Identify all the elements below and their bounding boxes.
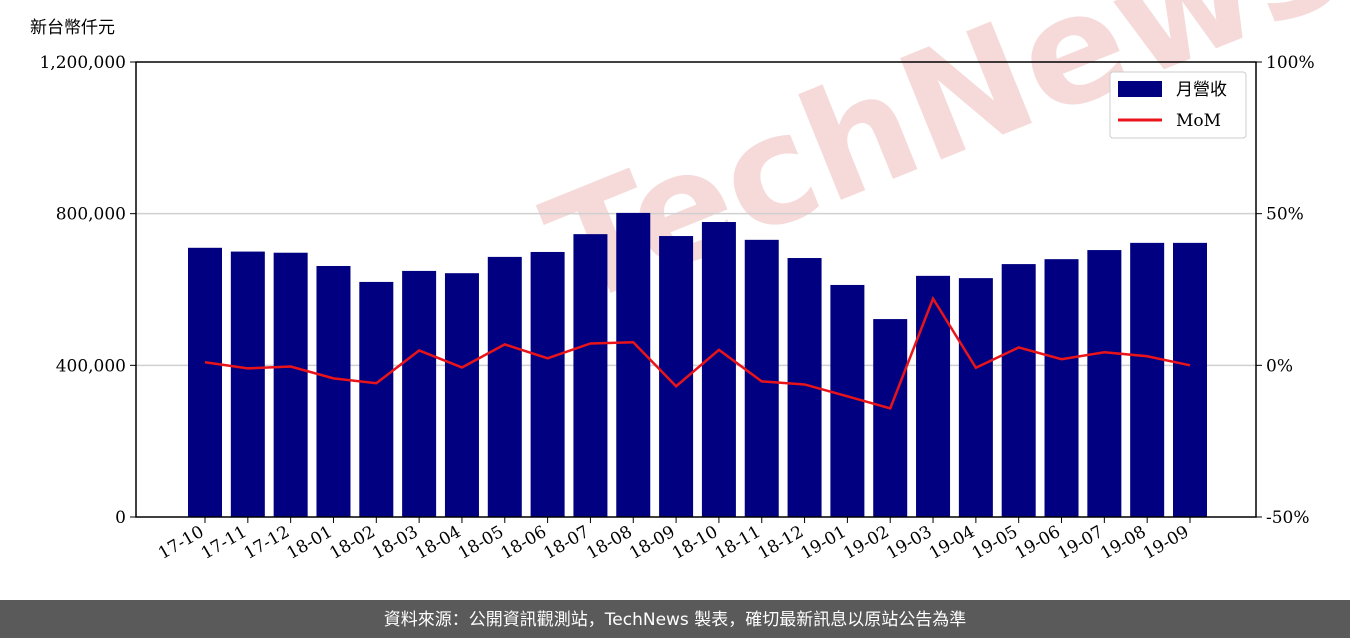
x-tick-label: 19-05 <box>969 522 1021 564</box>
bar <box>744 239 779 517</box>
y-unit-label: 新台幣仟元 <box>30 18 115 38</box>
y-tick-label: 0 <box>115 508 126 528</box>
bar <box>701 222 736 517</box>
x-tick-label: 18-03 <box>369 522 421 564</box>
x-tick-label: 18-09 <box>626 522 678 564</box>
y2-tick-label: 50% <box>1266 205 1304 225</box>
x-tick-label: 18-12 <box>755 522 807 564</box>
x-tick-label: 18-04 <box>412 522 464 564</box>
x-tick-label: 18-10 <box>669 522 721 564</box>
bar <box>958 278 993 517</box>
y-tick-label: 400,000 <box>56 356 126 376</box>
bar <box>530 251 565 517</box>
bar <box>487 256 522 517</box>
bar <box>616 212 651 518</box>
bar <box>230 251 265 518</box>
y-tick-label: 800,000 <box>56 205 126 225</box>
x-tick-label: 19-08 <box>1097 522 1149 564</box>
x-tick-label: 19-09 <box>1140 522 1192 564</box>
bar <box>873 319 908 517</box>
bar <box>1087 250 1122 518</box>
y2-tick-label: 100% <box>1266 53 1315 73</box>
y-tick-label: 1,200,000 <box>39 53 126 73</box>
bar <box>444 273 479 517</box>
bar <box>830 284 865 517</box>
x-tick-label: 18-08 <box>583 522 635 564</box>
x-tick-label: 19-03 <box>883 522 935 564</box>
footer-band <box>0 600 1350 638</box>
bar <box>1044 259 1079 517</box>
y2-tick-label: 0% <box>1266 356 1293 376</box>
x-tick-label: 17-11 <box>198 522 250 564</box>
x-tick-label: 18-05 <box>455 522 507 564</box>
bar <box>188 247 222 517</box>
legend-label: 月營收 <box>1176 80 1227 100</box>
bar <box>1130 242 1165 518</box>
bar <box>402 270 437 517</box>
bar <box>359 281 394 517</box>
bar <box>573 234 608 517</box>
x-tick-label: 18-07 <box>540 522 592 564</box>
y2-tick-label: -50% <box>1266 508 1310 528</box>
bar <box>916 275 951 517</box>
x-tick-label: 19-02 <box>840 522 892 564</box>
x-tick-label: 17-12 <box>241 522 293 564</box>
x-tick-label: 19-06 <box>1012 522 1064 564</box>
bar <box>316 265 351 517</box>
x-tick-label: 18-01 <box>284 522 336 564</box>
x-tick-label: 19-07 <box>1054 522 1106 564</box>
x-tick-label: 18-02 <box>326 522 378 564</box>
legend-swatch <box>1118 81 1162 97</box>
bar <box>1173 242 1207 518</box>
x-tick-label: 17-10 <box>155 522 207 564</box>
x-tick-label: 18-11 <box>712 522 764 564</box>
x-tick-label: 18-06 <box>498 522 550 564</box>
line <box>204 295 1191 410</box>
plot-frame <box>135 61 1257 518</box>
bar <box>1001 264 1036 517</box>
bar <box>273 252 308 518</box>
x-tick-label: 19-01 <box>797 522 849 564</box>
x-tick-label: 19-04 <box>926 522 978 564</box>
source: 資料來源：公開資訊觀測站，TechNews 製表，確切最新訊息以原站公告為準 <box>384 610 966 630</box>
legend-label: MoM <box>1176 111 1221 131</box>
